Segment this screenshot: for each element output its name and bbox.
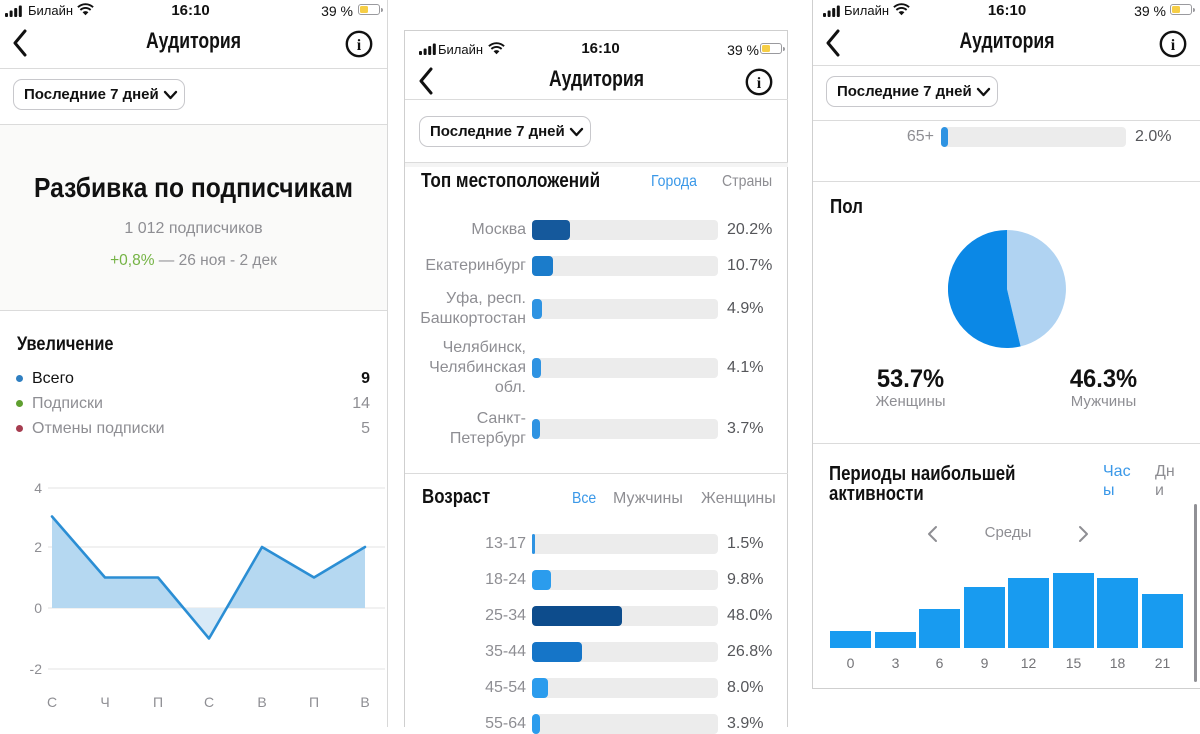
svg-text:П: П (153, 694, 163, 710)
svg-text:Ч: Ч (100, 694, 109, 710)
svg-text:В: В (257, 694, 266, 710)
svg-text:0: 0 (34, 600, 42, 616)
svg-text:i: i (357, 37, 362, 54)
svg-text:С: С (47, 694, 57, 710)
svg-text:С: С (204, 694, 214, 710)
svg-text:4: 4 (34, 480, 42, 496)
svg-text:i: i (1171, 37, 1176, 54)
svg-text:В: В (360, 694, 369, 710)
svg-text:-2: -2 (30, 661, 43, 677)
svg-text:П: П (309, 694, 319, 710)
svg-text:i: i (757, 75, 762, 92)
svg-text:2: 2 (34, 539, 42, 555)
